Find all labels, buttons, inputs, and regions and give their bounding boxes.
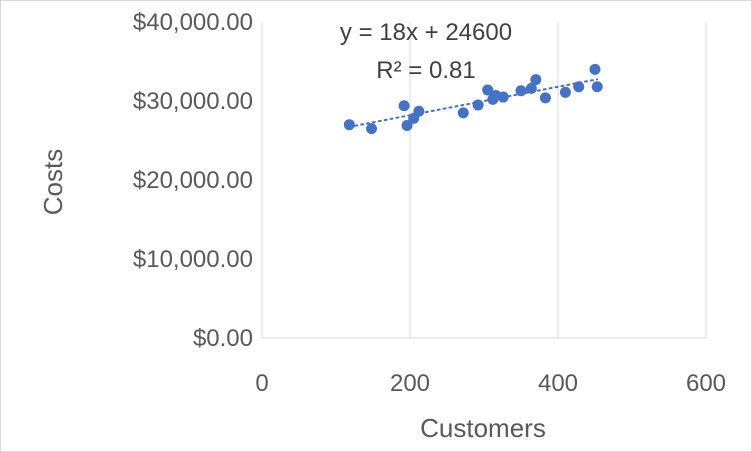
data-point [457, 107, 469, 119]
data-point [573, 81, 585, 93]
y-tick-label: $0.00 [193, 325, 253, 352]
data-point [413, 105, 425, 117]
data-point [591, 81, 603, 93]
data-point [343, 119, 355, 131]
x-tick-label: 0 [255, 370, 268, 397]
gridlines [261, 22, 707, 338]
data-point [482, 84, 494, 96]
data-point [497, 91, 509, 103]
x-tick-label: 400 [538, 370, 578, 397]
data-point [589, 63, 601, 75]
data-point [515, 85, 527, 97]
data-point [530, 74, 542, 86]
data-point [401, 119, 413, 131]
y-tick-label: $10,000.00 [133, 246, 253, 273]
y-tick-label: $30,000.00 [133, 88, 253, 115]
y-axis-title: Costs [38, 149, 68, 215]
x-tick-label: 600 [686, 370, 726, 397]
data-point [398, 100, 410, 112]
trendline-equation: y = 18x + 24600 [340, 19, 512, 46]
x-tick-label: 200 [390, 370, 430, 397]
data-point [472, 99, 484, 111]
data-points [343, 63, 603, 135]
data-point [525, 82, 537, 94]
x-axis-tick-labels: 0 200 400 600 [255, 370, 726, 397]
trendline-r-squared: R² = 0.81 [376, 57, 475, 84]
data-point [366, 123, 378, 135]
data-point [539, 92, 551, 104]
y-tick-label: $20,000.00 [133, 167, 253, 194]
x-axis-title: Customers [420, 413, 546, 443]
data-point [559, 86, 571, 98]
y-axis-tick-labels: $0.00 $10,000.00 $20,000.00 $30,000.00 $40,0… [133, 9, 253, 352]
y-tick-label: $40,000.00 [133, 9, 253, 36]
